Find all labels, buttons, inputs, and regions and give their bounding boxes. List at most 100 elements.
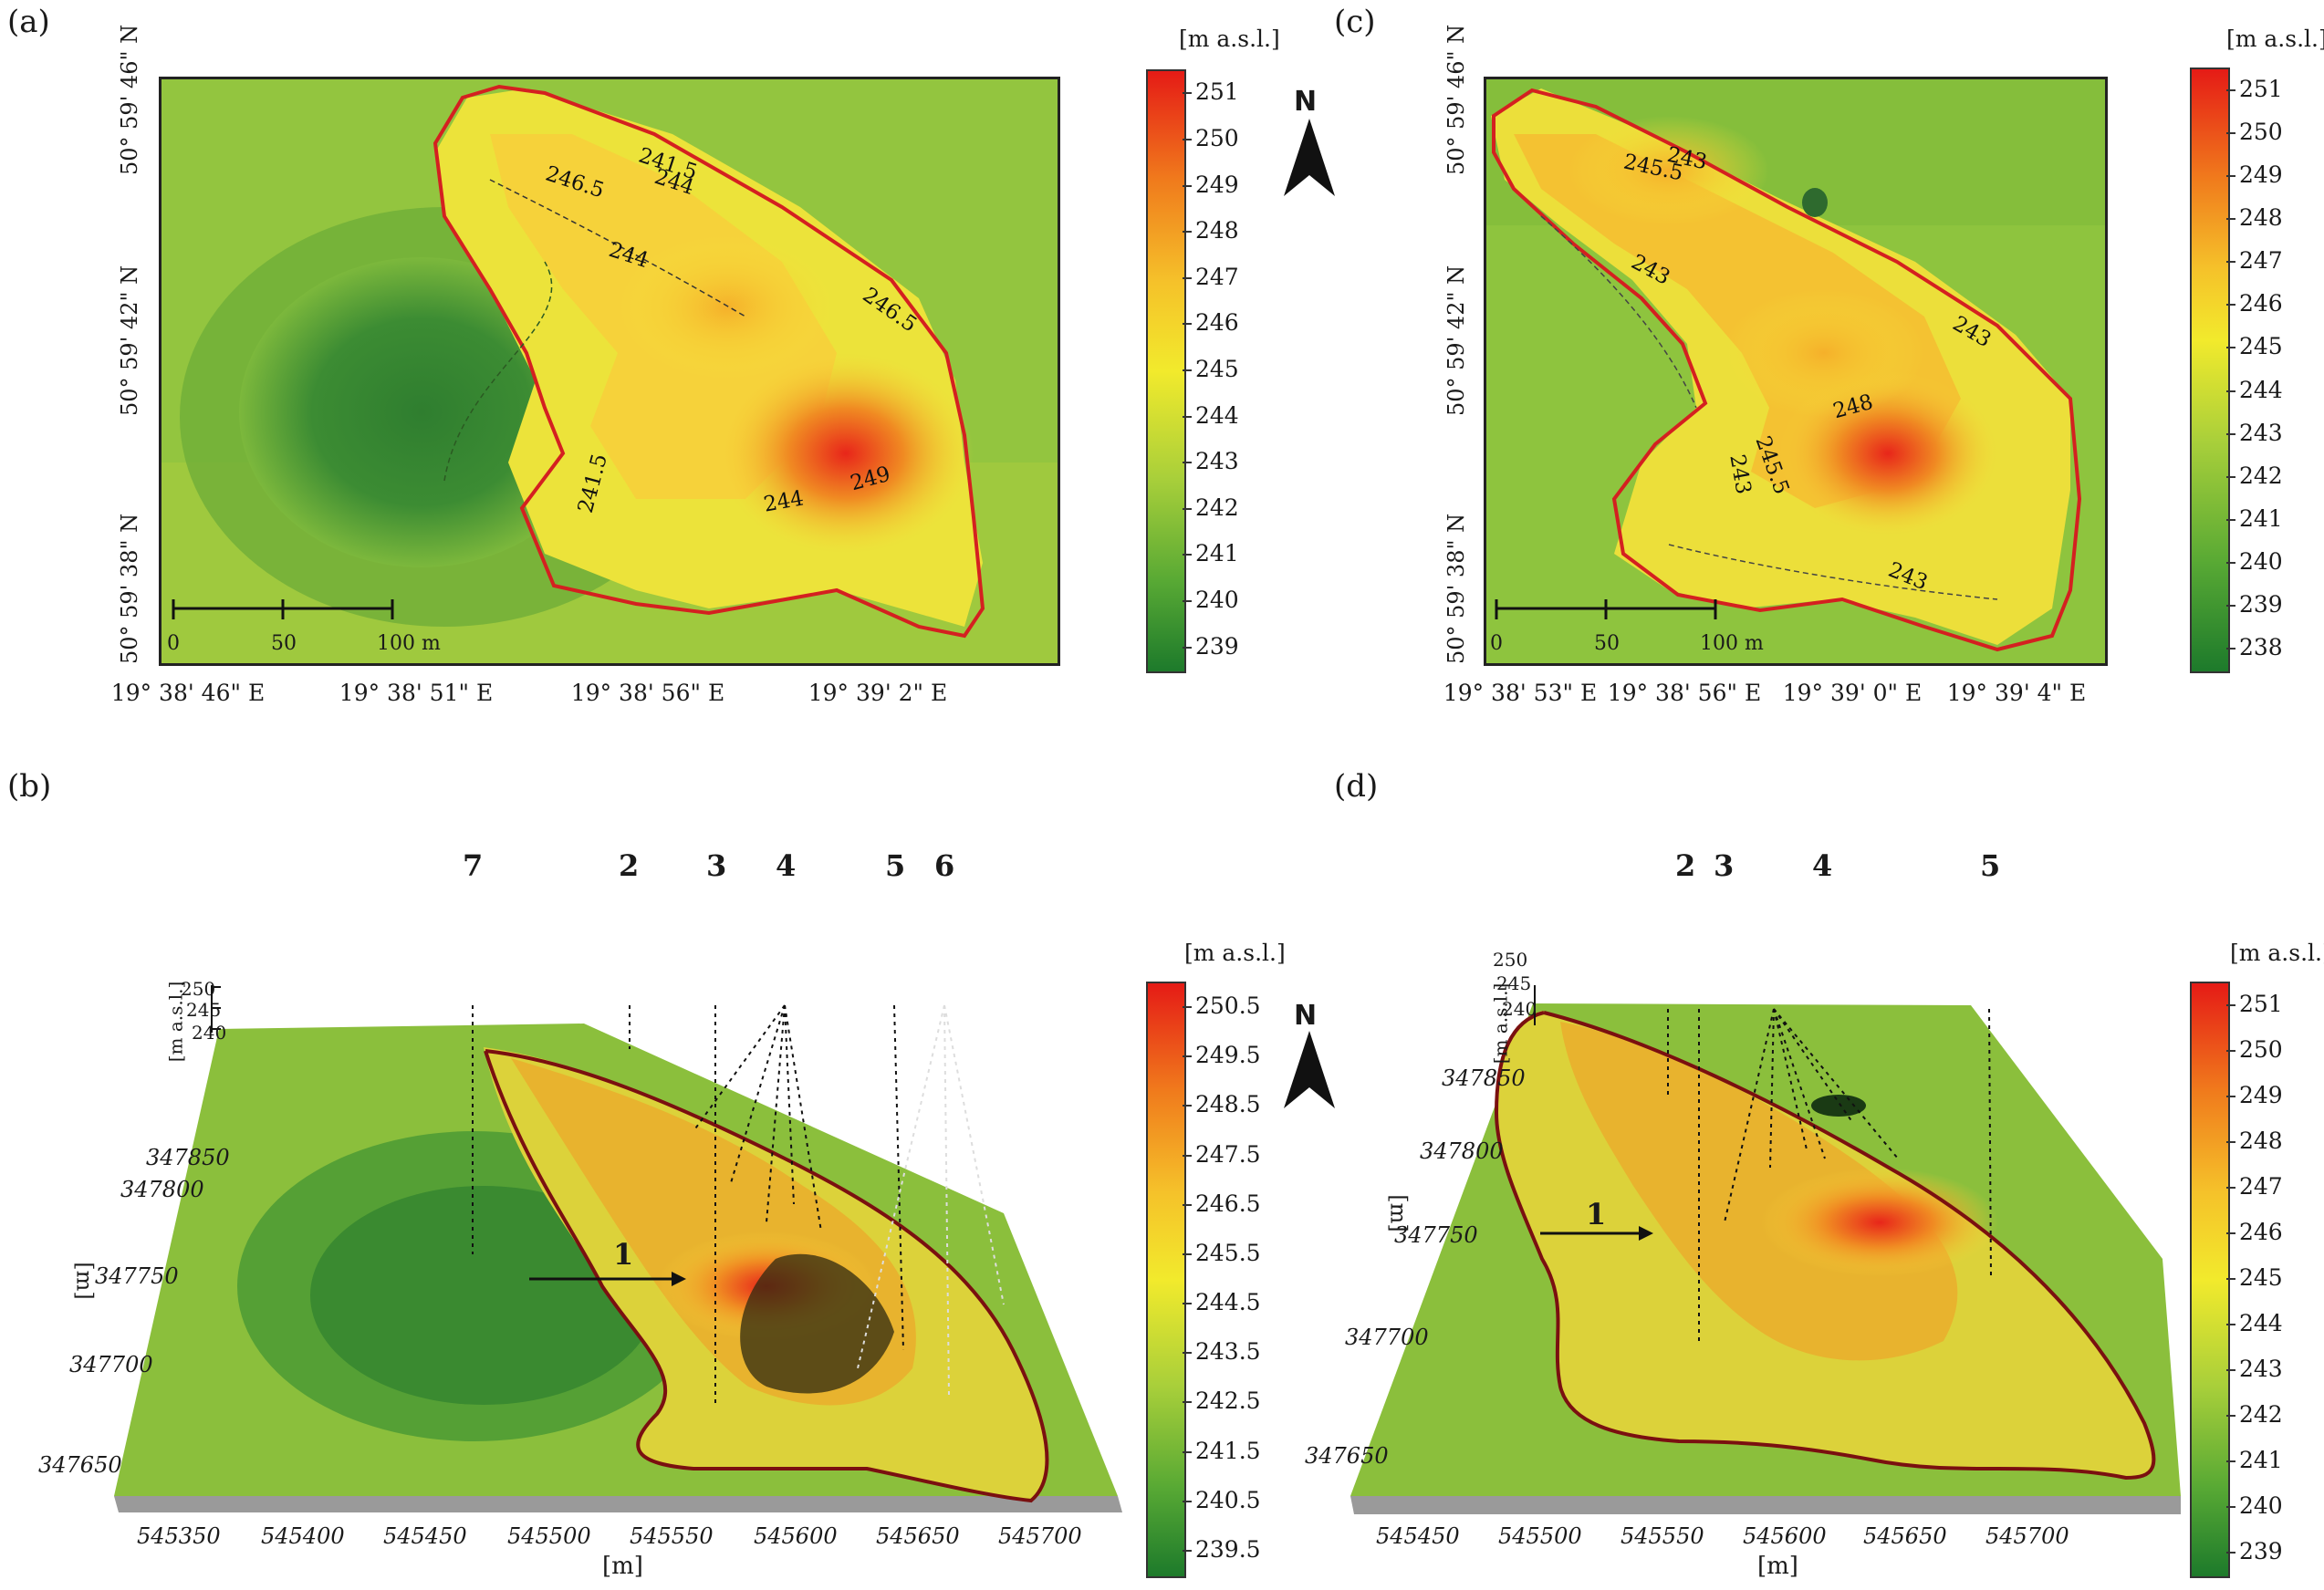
- lat-label: 50° 59' 38" N: [117, 513, 142, 664]
- y-axis-label: 347750: [95, 1263, 179, 1289]
- legend-tick: [2226, 1506, 2235, 1508]
- scale-label: 100 m: [1700, 632, 1764, 655]
- legend-tick: [2226, 1278, 2235, 1280]
- panel-c-map: 243 245.5 243 243 248 245.5 243 243 0 50…: [1484, 77, 2108, 666]
- legend-label: 239: [1195, 632, 1239, 660]
- panel-b-label: (b): [7, 768, 52, 805]
- x-axis-label: 545700: [998, 1523, 1082, 1549]
- legend-label: 243: [2239, 419, 2283, 446]
- legend-tick: [2226, 304, 2235, 307]
- z-axis-label: 250: [181, 978, 216, 1000]
- legend-label: 248: [2239, 1128, 2283, 1154]
- lat-label: 50° 59' 42" N: [117, 265, 142, 416]
- legend-tick: [2226, 390, 2235, 392]
- panel-a-terrain: [162, 79, 1058, 663]
- legend-label: 251: [1195, 78, 1239, 106]
- x-axis-label: 545650: [1863, 1523, 1947, 1549]
- legend-tick: [2226, 1369, 2235, 1371]
- scale-label: 0: [167, 632, 180, 655]
- z-axis-label: 240: [192, 1022, 227, 1044]
- legend-tick: [1183, 184, 1192, 187]
- lon-label: 19° 39' 0" E: [1782, 680, 1923, 706]
- legend-label: 239: [2239, 591, 2283, 618]
- legend-label: 240: [1195, 587, 1239, 614]
- y-axis-unit: [m]: [71, 1262, 98, 1300]
- legend-label: 245: [1195, 356, 1239, 382]
- lon-label: 19° 38' 56" E: [1607, 680, 1762, 706]
- legend-tick: [1183, 507, 1192, 510]
- legend-tick: [1183, 1450, 1192, 1453]
- legend-label: 240: [2239, 1492, 2283, 1519]
- legend-colorbar: [1146, 982, 1186, 1578]
- lat-label: 50° 59' 42" N: [1443, 265, 1469, 416]
- legend-label: 243.5: [1195, 1338, 1261, 1366]
- north-arrow-icon: [1284, 119, 1335, 196]
- legend-label: 249: [2239, 1082, 2283, 1108]
- lat-label: 50° 59' 38" N: [1443, 513, 1469, 664]
- x-axis-label: 545600: [754, 1523, 838, 1549]
- legend-tick: [2226, 1552, 2235, 1554]
- legend-label: 245: [2239, 1264, 2283, 1291]
- legend-tick: [1183, 1203, 1192, 1206]
- legend-colorbar: [2190, 982, 2230, 1578]
- legend-tick: [2226, 1415, 2235, 1417]
- north-arrow-icon: [1284, 1031, 1335, 1108]
- legend-label: 242.5: [1195, 1387, 1261, 1415]
- legend-tick: [1183, 1401, 1192, 1404]
- legend-unit: [m a.s.l.]: [2226, 26, 2324, 52]
- legend-tick: [2226, 347, 2235, 349]
- legend-label: 240: [2239, 548, 2283, 576]
- legend-tick: [1183, 231, 1192, 234]
- lon-label: 19° 38' 56" E: [570, 680, 725, 706]
- feature-number: 2: [619, 848, 640, 883]
- legend-tick: [2226, 475, 2235, 478]
- legend-tick: [1183, 1105, 1192, 1107]
- x-axis-unit: [m]: [1757, 1553, 1798, 1580]
- legend-unit: [m a.s.l.]: [1184, 940, 1286, 966]
- legend-label: 244: [1195, 401, 1239, 429]
- panel-c-scale-bar: [1495, 599, 1717, 619]
- legend-tick: [2226, 562, 2235, 565]
- legend-tick: [2226, 261, 2235, 264]
- legend-label: 238: [2239, 634, 2283, 661]
- legend-label: 246.5: [1195, 1190, 1261, 1217]
- legend-tick: [1183, 1055, 1192, 1058]
- x-axis-label: 545500: [1498, 1523, 1582, 1549]
- lon-label: 19° 38' 51" E: [339, 680, 494, 706]
- legend-label: 242: [2239, 1401, 2283, 1428]
- legend-tick: [2226, 1187, 2235, 1189]
- scale-label: 100 m: [377, 632, 441, 655]
- legend-tick: [1183, 369, 1192, 371]
- legend-label: 249.5: [1195, 1042, 1261, 1069]
- lat-label: 50° 59' 46" N: [1443, 24, 1469, 175]
- legend-tick: [2226, 131, 2235, 134]
- legend-label: 244: [2239, 1310, 2283, 1336]
- legend-label: 245.5: [1195, 1239, 1261, 1266]
- legend-label: 250: [1195, 124, 1239, 151]
- legend-tick: [1183, 1154, 1192, 1157]
- x-axis-label: 545450: [1376, 1523, 1460, 1549]
- legend-label: 245: [2239, 333, 2283, 360]
- legend-tick: [2226, 218, 2235, 220]
- legend-label: 242: [1195, 494, 1239, 521]
- legend-tick: [1183, 1352, 1192, 1355]
- x-axis-label: 545450: [383, 1523, 467, 1549]
- feature-number: 4: [1812, 848, 1833, 883]
- feature-number: 6: [934, 848, 955, 883]
- legend-label: 249: [1195, 171, 1239, 198]
- legend-label: 250: [2239, 118, 2283, 145]
- z-axis-unit: [m a.s.l.]: [164, 981, 187, 1063]
- panel-d-label: (d): [1334, 768, 1379, 805]
- x-axis-label: 545400: [261, 1523, 345, 1549]
- lat-label: 50° 59' 46" N: [117, 24, 142, 175]
- panel-a-scale-bar: [172, 599, 394, 619]
- legend-label: 247: [2239, 247, 2283, 275]
- legend-label: 246: [1195, 309, 1239, 337]
- scale-label: 50: [1594, 632, 1620, 655]
- legend-colorbar: [2190, 68, 2230, 673]
- legend-tick: [1183, 92, 1192, 95]
- y-axis-label: 347700: [1345, 1325, 1429, 1350]
- legend-tick: [2226, 432, 2235, 435]
- feature-number: 7: [463, 848, 484, 883]
- north-label: N: [1294, 86, 1318, 118]
